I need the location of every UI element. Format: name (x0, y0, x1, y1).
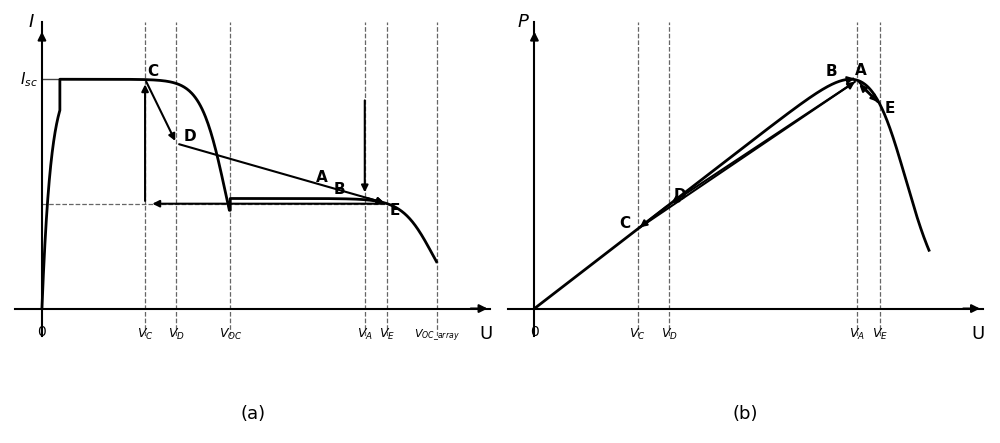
Text: $V_{OC}$: $V_{OC}$ (219, 327, 242, 342)
Text: $V_C$: $V_C$ (137, 327, 153, 342)
Text: 0: 0 (530, 325, 539, 338)
Text: I: I (28, 13, 33, 31)
Text: $V_A$: $V_A$ (357, 327, 373, 342)
Text: $V_C$: $V_C$ (629, 327, 646, 342)
Text: B: B (826, 64, 837, 79)
Text: B: B (333, 182, 345, 197)
Text: $V_A$: $V_A$ (849, 327, 865, 342)
Text: $V_E$: $V_E$ (379, 327, 395, 342)
Text: D: D (183, 129, 196, 144)
Text: $V_D$: $V_D$ (168, 327, 185, 342)
Text: E: E (389, 203, 400, 218)
Text: D: D (673, 188, 686, 203)
Text: A: A (315, 171, 327, 186)
Text: C: C (620, 216, 631, 231)
Text: C: C (147, 64, 158, 79)
Text: (b): (b) (732, 405, 758, 423)
Text: $I_{sc}$: $I_{sc}$ (20, 70, 37, 89)
Text: P: P (518, 13, 529, 31)
Text: E: E (884, 101, 895, 116)
Text: A: A (855, 62, 867, 78)
Text: (a): (a) (240, 405, 265, 423)
Text: $V_D$: $V_D$ (661, 327, 677, 342)
Text: U: U (972, 325, 985, 342)
Text: 0: 0 (38, 325, 46, 338)
Text: U: U (479, 325, 492, 342)
Text: $V_{OC\_array}$: $V_{OC\_array}$ (414, 327, 459, 342)
Text: $V_E$: $V_E$ (872, 327, 888, 342)
